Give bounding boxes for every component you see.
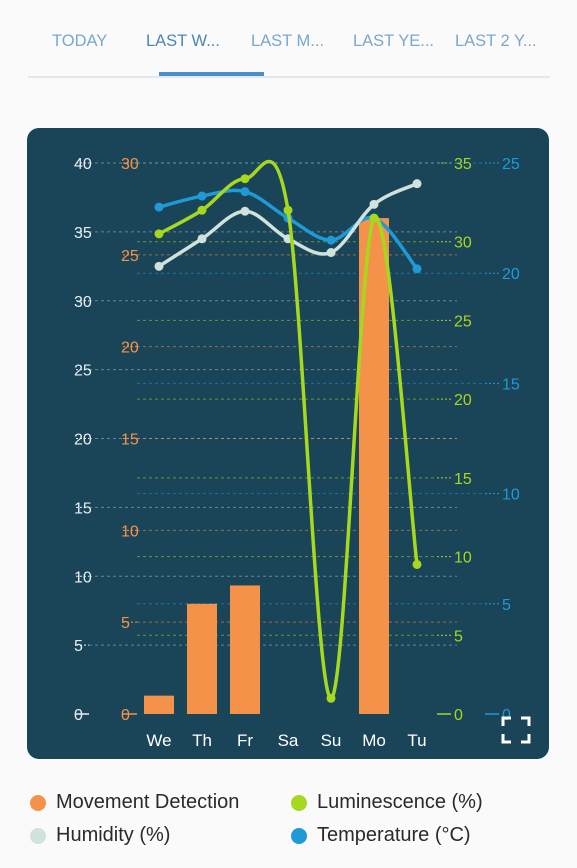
- legend-label: Luminescence (%): [317, 791, 483, 813]
- data-point: [240, 174, 250, 184]
- tick-label: 10: [454, 550, 472, 567]
- tick-label: 10: [502, 487, 520, 504]
- tick-label: 15: [74, 500, 92, 517]
- legend-item-temperature: Temperature (°C): [291, 824, 471, 847]
- tab-today[interactable]: TODAY: [52, 32, 108, 50]
- category-label: We: [146, 731, 171, 750]
- tick-label: 20: [454, 392, 472, 409]
- data-point: [326, 235, 336, 245]
- legend-item-luminescence: Luminescence (%): [291, 791, 483, 814]
- legend-label: Temperature (°C): [317, 824, 471, 846]
- series-line: [158, 159, 419, 701]
- tick-label: 25: [121, 248, 139, 265]
- data-point: [369, 213, 379, 223]
- tab-last-year[interactable]: LAST YE...: [353, 32, 435, 50]
- tick-label: 15: [454, 471, 472, 488]
- tick-label: 5: [121, 615, 130, 632]
- category-label: Mo: [362, 731, 386, 750]
- active-tab-indicator: [159, 72, 264, 76]
- tick-label: 10: [74, 569, 92, 586]
- tab-last-week[interactable]: LAST W...: [146, 32, 220, 50]
- tick-label: 25: [74, 363, 92, 380]
- tab-last-2-years[interactable]: LAST 2 Y...: [455, 32, 537, 50]
- data-point: [240, 206, 250, 216]
- data-point: [197, 234, 207, 244]
- category-label: Tu: [407, 731, 426, 750]
- tick-label: 20: [121, 340, 139, 357]
- tick-label: 5: [454, 628, 463, 645]
- legend-dot: [291, 794, 307, 811]
- legend-dot: [30, 794, 46, 811]
- tab-last-month[interactable]: LAST M...: [251, 32, 325, 50]
- bar: [230, 585, 260, 714]
- data-point: [326, 248, 336, 258]
- legend-item-movement: Movement Detection: [30, 791, 239, 814]
- data-point: [154, 261, 164, 271]
- chart-legend: Movement Detection Luminescence (%) Humi…: [0, 780, 577, 860]
- data-point: [154, 202, 164, 212]
- data-point: [197, 191, 207, 201]
- category-label: Th: [192, 731, 212, 750]
- chart-svg: 0 5 10 15 20 25 30 35 40 0 5 10 15 20 25 30 0 5 10 15 20 25 30…: [74, 156, 520, 750]
- range-tabs: TODAY LAST W... LAST M... LAST YE... LAS…: [28, 0, 550, 78]
- category-label: Fr: [237, 731, 253, 750]
- legend-label: Humidity (%): [56, 824, 171, 846]
- tick-label: 40: [74, 156, 92, 173]
- tick-label: 30: [454, 235, 472, 252]
- legend-dot: [30, 827, 46, 844]
- tick-label: 15: [121, 432, 139, 449]
- data-point: [326, 693, 336, 703]
- tick-label: 0: [74, 707, 83, 724]
- data-point: [369, 199, 379, 209]
- data-point: [412, 264, 422, 274]
- tick-label: 25: [502, 156, 520, 173]
- tick-label: 30: [74, 294, 92, 311]
- data-point: [412, 179, 422, 189]
- tick-label: 30: [121, 156, 139, 173]
- tick-label: 0: [121, 707, 130, 724]
- bar: [144, 695, 174, 714]
- tick-label: 0: [502, 707, 511, 724]
- chart-panel: 0 5 10 15 20 25 30 35 40 0 5 10 15 20 25 30 0 5 10 15 20 25 30…: [27, 128, 549, 759]
- tick-label: 0: [454, 707, 463, 724]
- tick-label: 5: [502, 597, 511, 614]
- category-label: Sa: [278, 731, 299, 750]
- category-label: Su: [321, 731, 342, 750]
- bar: [187, 603, 217, 714]
- tick-label: 15: [502, 376, 520, 393]
- data-point: [197, 205, 207, 215]
- legend-label: Movement Detection: [56, 791, 240, 813]
- data-point: [283, 205, 293, 215]
- data-point: [412, 559, 422, 569]
- tick-label: 25: [454, 313, 472, 330]
- legend-dot: [291, 827, 307, 844]
- tick-label: 10: [121, 523, 139, 540]
- data-point: [154, 229, 164, 239]
- tick-label: 20: [74, 432, 92, 449]
- legend-item-humidity: Humidity (%): [30, 824, 170, 847]
- tick-label: 35: [454, 156, 472, 173]
- tick-label: 5: [74, 638, 83, 655]
- tick-label: 35: [74, 225, 92, 242]
- data-point: [240, 187, 250, 197]
- expand-icon[interactable]: [501, 716, 531, 744]
- tick-label: 20: [502, 266, 520, 283]
